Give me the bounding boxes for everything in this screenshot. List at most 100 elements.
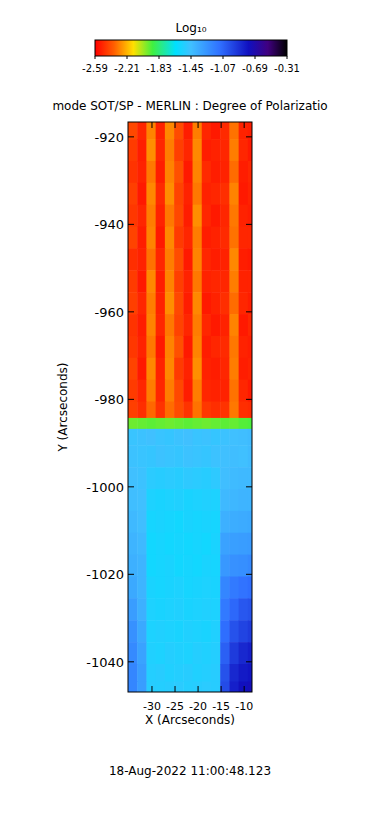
cell bbox=[128, 314, 138, 336]
cell bbox=[174, 227, 184, 249]
cell bbox=[156, 445, 166, 467]
cell bbox=[202, 555, 212, 577]
cell bbox=[211, 418, 221, 429]
cell bbox=[146, 270, 156, 292]
cell bbox=[193, 205, 203, 227]
cell bbox=[248, 682, 252, 692]
cell bbox=[183, 139, 193, 161]
cell bbox=[248, 161, 252, 183]
cell bbox=[128, 511, 138, 533]
cell bbox=[248, 380, 252, 402]
cell bbox=[183, 122, 193, 140]
cell bbox=[211, 511, 221, 533]
cell bbox=[248, 642, 252, 664]
cell bbox=[239, 161, 249, 183]
cell bbox=[220, 402, 230, 419]
cell bbox=[202, 161, 212, 183]
x-tick-label: -10 bbox=[235, 700, 253, 713]
cell bbox=[248, 314, 252, 336]
cell bbox=[202, 380, 212, 402]
cell bbox=[239, 336, 249, 358]
cell bbox=[239, 292, 249, 314]
cell bbox=[174, 642, 184, 664]
cell bbox=[220, 292, 230, 314]
y-tick bbox=[246, 136, 252, 137]
cell bbox=[137, 664, 147, 682]
cell bbox=[146, 183, 156, 205]
cell bbox=[211, 205, 221, 227]
cell bbox=[137, 511, 147, 533]
y-tick bbox=[246, 486, 252, 487]
y-tick bbox=[128, 136, 134, 137]
cell bbox=[248, 139, 252, 161]
cell bbox=[174, 533, 184, 555]
cell bbox=[146, 122, 156, 140]
cell bbox=[137, 577, 147, 599]
cell bbox=[156, 418, 166, 429]
cell bbox=[128, 248, 138, 270]
cell bbox=[211, 489, 221, 511]
y-tick bbox=[128, 399, 134, 400]
cell bbox=[146, 336, 156, 358]
cell bbox=[248, 555, 252, 577]
x-tick bbox=[151, 686, 152, 692]
cell bbox=[193, 183, 203, 205]
cell bbox=[193, 227, 203, 249]
cell bbox=[165, 489, 175, 511]
cell bbox=[229, 642, 239, 664]
cell bbox=[239, 620, 249, 642]
cell bbox=[202, 533, 212, 555]
cell bbox=[229, 358, 239, 380]
cell bbox=[239, 555, 249, 577]
cell bbox=[165, 380, 175, 402]
cell bbox=[220, 183, 230, 205]
cell bbox=[174, 445, 184, 467]
cell bbox=[156, 467, 166, 489]
cell bbox=[220, 270, 230, 292]
cell bbox=[220, 511, 230, 533]
cell bbox=[165, 664, 175, 682]
cell bbox=[128, 682, 138, 692]
y-tick-label: -1000 bbox=[86, 480, 124, 495]
y-tick bbox=[128, 311, 134, 312]
cell bbox=[165, 358, 175, 380]
cell bbox=[220, 598, 230, 620]
cell bbox=[220, 577, 230, 599]
cell bbox=[146, 664, 156, 682]
cell bbox=[239, 467, 249, 489]
cell bbox=[137, 620, 147, 642]
cell bbox=[239, 642, 249, 664]
cell bbox=[146, 642, 156, 664]
cell bbox=[156, 511, 166, 533]
cell bbox=[183, 336, 193, 358]
cell bbox=[128, 122, 138, 140]
cell bbox=[165, 642, 175, 664]
cell bbox=[128, 227, 138, 249]
cell bbox=[174, 380, 184, 402]
cell bbox=[229, 292, 239, 314]
cell bbox=[146, 292, 156, 314]
cell bbox=[165, 183, 175, 205]
cell bbox=[128, 577, 138, 599]
y-tick bbox=[246, 661, 252, 662]
cell bbox=[202, 418, 212, 429]
cell bbox=[128, 642, 138, 664]
colorbar-tick bbox=[287, 56, 288, 59]
cell bbox=[183, 682, 193, 692]
annotation: 18-Aug-2022 11:00:48.123 bbox=[109, 764, 271, 778]
cell bbox=[220, 122, 230, 140]
cell bbox=[248, 336, 252, 358]
x-tick-label: -30 bbox=[143, 700, 161, 713]
cell bbox=[202, 664, 212, 682]
cell bbox=[146, 511, 156, 533]
cell bbox=[128, 292, 138, 314]
cell bbox=[165, 682, 175, 692]
cell bbox=[229, 577, 239, 599]
cell bbox=[193, 511, 203, 533]
cell bbox=[229, 205, 239, 227]
cell bbox=[156, 598, 166, 620]
cell bbox=[137, 205, 147, 227]
cell bbox=[211, 577, 221, 599]
cell bbox=[193, 402, 203, 419]
cell bbox=[211, 314, 221, 336]
